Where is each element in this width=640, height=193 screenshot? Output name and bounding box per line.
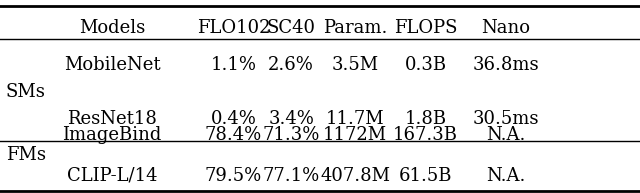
Text: 61.5B: 61.5B	[399, 167, 452, 185]
Text: FMs: FMs	[6, 146, 45, 164]
Text: N.A.: N.A.	[486, 167, 525, 185]
Text: 11.7M: 11.7M	[326, 110, 385, 128]
Text: FLO102: FLO102	[197, 19, 270, 37]
Text: 2.6%: 2.6%	[268, 56, 314, 74]
Text: 78.4%: 78.4%	[205, 126, 262, 144]
Text: Nano: Nano	[481, 19, 530, 37]
Text: FLOPS: FLOPS	[394, 19, 458, 37]
Text: 79.5%: 79.5%	[205, 167, 262, 185]
Text: 1.8B: 1.8B	[404, 110, 447, 128]
Text: 30.5ms: 30.5ms	[472, 110, 539, 128]
Text: N.A.: N.A.	[486, 126, 525, 144]
Text: 0.3B: 0.3B	[404, 56, 447, 74]
Text: CLIP-L/14: CLIP-L/14	[67, 167, 157, 185]
Text: SMs: SMs	[6, 83, 45, 101]
Text: Models: Models	[79, 19, 145, 37]
Text: SC40: SC40	[267, 19, 316, 37]
Text: ResNet18: ResNet18	[67, 110, 157, 128]
Text: MobileNet: MobileNet	[64, 56, 160, 74]
Text: 1172M: 1172M	[323, 126, 387, 144]
Text: 167.3B: 167.3B	[393, 126, 458, 144]
Text: 71.3%: 71.3%	[262, 126, 320, 144]
Text: 36.8ms: 36.8ms	[472, 56, 539, 74]
Text: 3.4%: 3.4%	[268, 110, 314, 128]
Text: 407.8M: 407.8M	[320, 167, 390, 185]
Text: 0.4%: 0.4%	[211, 110, 257, 128]
Text: 1.1%: 1.1%	[211, 56, 257, 74]
Text: ImageBind: ImageBind	[62, 126, 162, 144]
Text: 3.5M: 3.5M	[332, 56, 379, 74]
Text: 77.1%: 77.1%	[262, 167, 320, 185]
Text: Param.: Param.	[323, 19, 387, 37]
